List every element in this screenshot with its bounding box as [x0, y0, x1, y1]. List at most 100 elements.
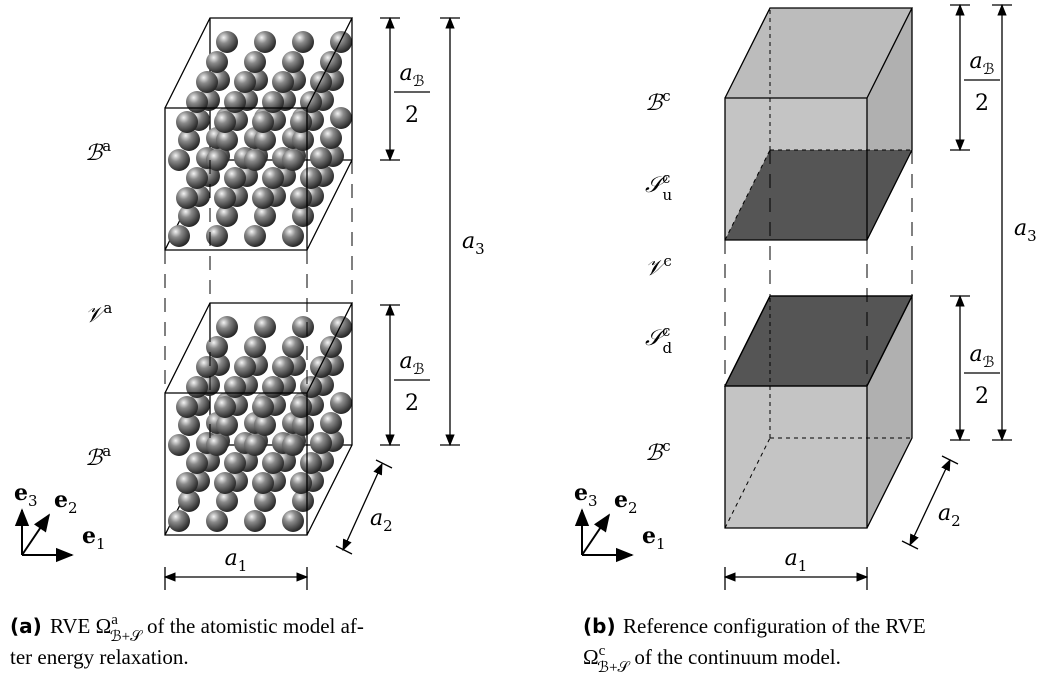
fraction-num: aℬ	[400, 349, 425, 378]
fraction-num: aℬ	[970, 342, 995, 371]
atom	[252, 111, 274, 133]
label-sub: 1	[96, 535, 106, 553]
math-label: e2	[54, 487, 78, 517]
atom	[282, 510, 304, 532]
label-sub: ℬ	[413, 360, 425, 378]
label-sup: c	[662, 169, 670, 187]
atom	[206, 51, 228, 73]
atom	[272, 71, 294, 93]
label-sup: a	[102, 137, 111, 155]
atom	[282, 434, 304, 456]
atom	[320, 412, 342, 434]
label-sub: 3	[588, 492, 598, 510]
label-base: ℬ	[645, 441, 664, 466]
label-sub: 3	[475, 240, 485, 258]
atom	[224, 452, 246, 474]
line	[909, 458, 951, 547]
math-label: 𝒮c d	[645, 322, 672, 357]
atom	[214, 472, 236, 494]
label-base: a	[1014, 216, 1027, 241]
label-base: a	[400, 349, 413, 374]
math-label: e3	[574, 480, 598, 510]
fraction-den: 2	[975, 384, 989, 409]
atom	[292, 490, 314, 512]
atom	[216, 316, 238, 338]
fraction-den: 2	[405, 391, 419, 416]
atom	[186, 167, 208, 189]
label-sup: c	[662, 437, 670, 455]
line	[941, 455, 959, 465]
atom	[168, 149, 190, 171]
math-label: 𝒮c u	[645, 169, 672, 204]
atom	[176, 187, 198, 209]
atom	[262, 452, 284, 474]
label-base: ℬ	[85, 141, 104, 166]
atom	[282, 336, 304, 358]
atom	[214, 187, 236, 209]
atom	[282, 149, 304, 171]
label-base: a	[938, 501, 951, 526]
math-label: a2	[938, 501, 961, 530]
atom	[254, 316, 276, 338]
math-label: RVE Ωa ℬ+𝒮 of the atomistic model af-	[50, 612, 364, 645]
atom	[206, 510, 228, 532]
atom	[244, 51, 266, 73]
atom	[186, 376, 208, 398]
box-face	[867, 296, 912, 528]
box-face	[725, 386, 867, 528]
label-rest: of the continuum model.	[629, 645, 841, 669]
math-label: ℬc	[645, 437, 671, 466]
atom	[254, 205, 276, 227]
label-base: e	[574, 480, 588, 506]
atom	[282, 225, 304, 247]
atom	[320, 127, 342, 149]
atom	[244, 149, 266, 171]
math-label: a3	[1014, 216, 1037, 245]
math-label: ℬa	[85, 137, 111, 166]
atom	[262, 167, 284, 189]
atom	[252, 472, 274, 494]
atom	[206, 225, 228, 247]
label-sub: u	[662, 186, 672, 204]
label-base: RVE Ω	[50, 614, 111, 638]
atom	[292, 31, 314, 53]
label-base: ℬ	[85, 446, 104, 471]
line	[724, 149, 771, 241]
label-base: Reference configuration of the RVE	[623, 614, 926, 638]
atom	[176, 472, 198, 494]
label-base: e	[614, 487, 628, 513]
label-sup: a	[103, 299, 112, 317]
box-face	[725, 8, 912, 98]
atom	[252, 396, 274, 418]
line	[21, 513, 51, 556]
label-base: Ω	[583, 645, 599, 669]
atom	[206, 434, 228, 456]
atom	[216, 31, 238, 53]
atom	[244, 434, 266, 456]
atom	[178, 205, 200, 227]
math-label: 𝒱c	[645, 252, 672, 281]
math-label: e2	[614, 487, 638, 517]
atom	[310, 432, 332, 454]
atom	[310, 147, 332, 169]
atom	[196, 356, 218, 378]
atom	[292, 205, 314, 227]
label-sub: 1	[238, 557, 248, 575]
label-sub: ℬ	[983, 60, 995, 78]
atom	[330, 316, 352, 338]
math-label: a1	[785, 546, 808, 575]
atom	[300, 452, 322, 474]
label-sup: c	[599, 643, 606, 659]
atom	[176, 396, 198, 418]
atom	[186, 91, 208, 113]
math-label: e1	[82, 523, 106, 553]
label-rest: of the atomistic model af-	[142, 614, 364, 638]
fraction-den: 2	[975, 91, 989, 116]
atom	[196, 71, 218, 93]
atom	[244, 510, 266, 532]
label-sub: ℬ+𝒮	[597, 660, 630, 676]
atom	[254, 129, 276, 151]
atom	[178, 414, 200, 436]
caption-tag: (b)	[583, 614, 616, 638]
